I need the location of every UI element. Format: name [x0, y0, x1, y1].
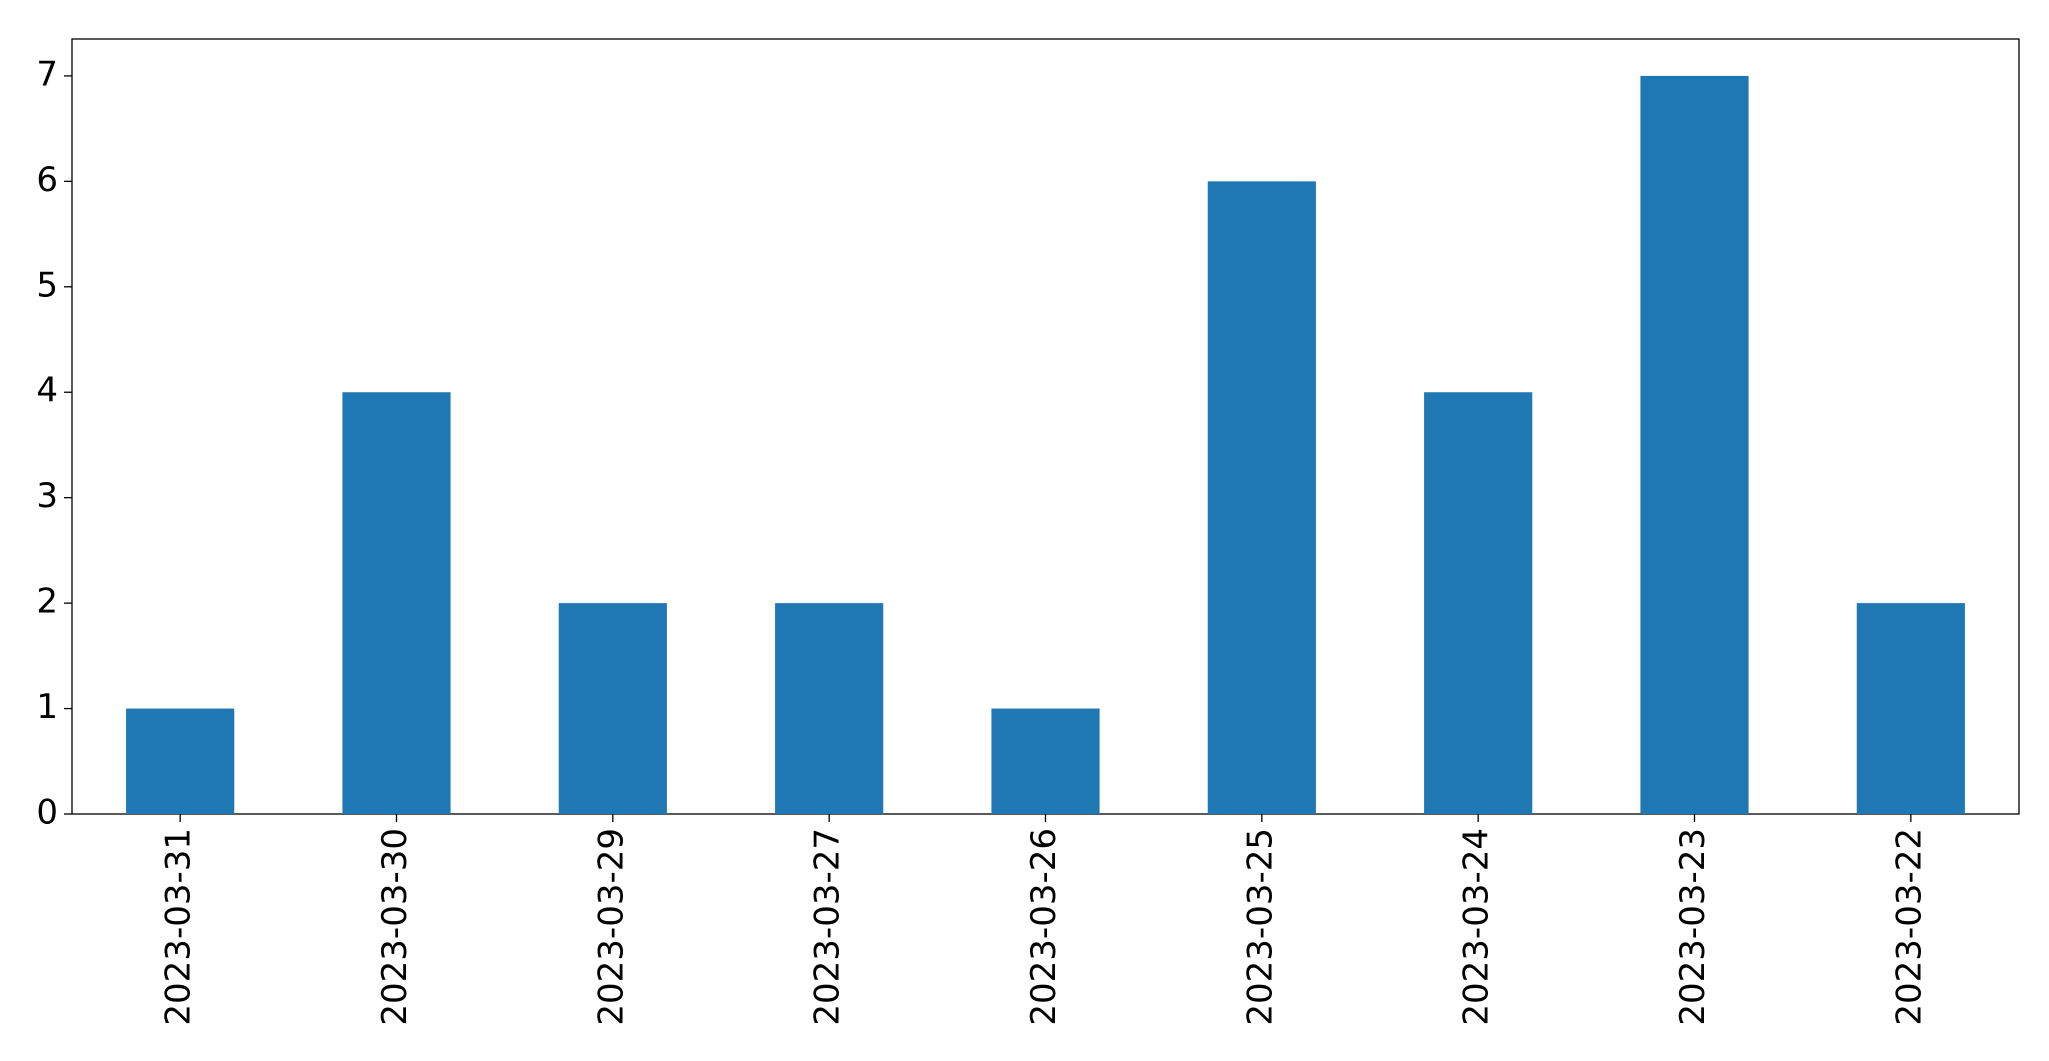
x-tick-label: 2023-03-26 [1024, 828, 1064, 1026]
bar [775, 603, 884, 814]
x-tick-label: 2023-03-24 [1457, 828, 1497, 1026]
bar [342, 392, 451, 814]
bar [126, 708, 235, 814]
y-tick-label: 0 [36, 793, 58, 833]
x-tick-label: 2023-03-30 [375, 828, 415, 1026]
x-tick-label: 2023-03-25 [1240, 828, 1280, 1026]
x-tick-label: 2023-03-23 [1673, 828, 1713, 1026]
x-tick-label: 2023-03-22 [1889, 828, 1929, 1026]
y-tick-label: 3 [36, 476, 58, 516]
bar [991, 708, 1100, 814]
y-tick-label: 1 [36, 687, 58, 727]
y-tick-label: 4 [36, 371, 58, 411]
bar [1424, 392, 1533, 814]
y-tick-label: 2 [36, 582, 58, 622]
y-tick-label: 5 [36, 265, 58, 305]
bar [1856, 603, 1965, 814]
bar [1640, 75, 1749, 814]
bar [558, 603, 667, 814]
x-tick-label: 2023-03-31 [159, 828, 199, 1026]
y-tick-label: 7 [36, 54, 58, 94]
bar [1207, 181, 1316, 815]
y-tick-label: 6 [36, 160, 58, 200]
x-tick-label: 2023-03-29 [591, 828, 631, 1026]
x-tick-label: 2023-03-27 [808, 828, 848, 1026]
